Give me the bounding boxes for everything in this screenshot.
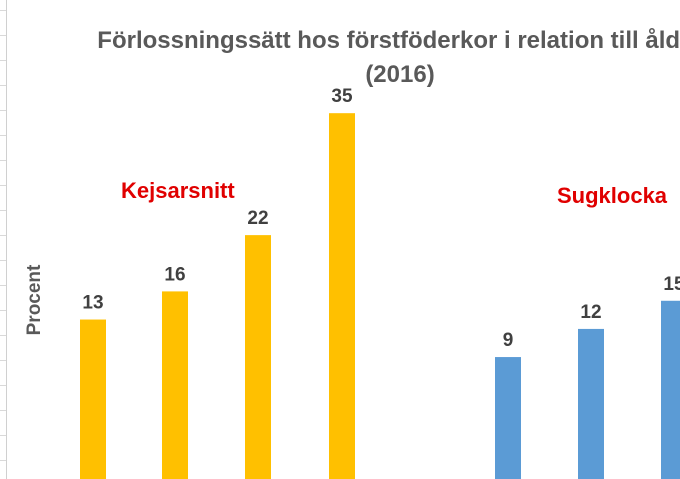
data-label-kejsarsnitt-2: 22 (247, 208, 268, 229)
bar-kejsarsnitt-3 (329, 113, 355, 479)
gridline-tick (0, 235, 6, 236)
gridline-tick (0, 35, 6, 36)
data-label-kejsarsnitt-1: 16 (164, 264, 185, 285)
gridline-tick (0, 60, 6, 61)
gridline-tick (0, 310, 6, 311)
data-label-sugklocka-2: 15 (663, 274, 680, 295)
data-label-kejsarsnitt-0: 13 (82, 293, 103, 314)
bar-kejsarsnitt-1 (162, 291, 188, 479)
bar-kejsarsnitt-2 (245, 235, 271, 479)
gridline-tick (0, 460, 6, 461)
gridline-ticks (0, 0, 6, 479)
gridline-tick (0, 435, 6, 436)
group-label-sugklocka: Sugklocka (557, 183, 668, 208)
plot-left-border (6, 0, 7, 479)
bar-kejsarsnitt-0 (80, 319, 106, 479)
data-label-kejsarsnitt-3: 35 (331, 86, 353, 107)
gridline-tick (0, 185, 6, 186)
gridline-tick (0, 210, 6, 211)
gridline-tick (0, 360, 6, 361)
gridline-tick (0, 285, 6, 286)
group-label-kejsarsnitt: Kejsarsnitt (121, 178, 235, 203)
gridline-tick (0, 335, 6, 336)
data-label-sugklocka-1: 12 (580, 302, 601, 323)
chart-title: Förlossningssätt hos förstföderkor i rel… (60, 24, 680, 92)
gridline-tick (0, 85, 6, 86)
gridline-tick (0, 10, 6, 11)
gridline-tick (0, 410, 6, 411)
gridline-tick (0, 260, 6, 261)
gridline-tick (0, 385, 6, 386)
bar-sugklocka-0 (495, 357, 521, 479)
bar-sugklocka-2 (661, 300, 680, 479)
chart-title-line-2: (2016) (365, 61, 435, 88)
gridline-tick (0, 160, 6, 161)
bar-sugklocka-1 (578, 328, 604, 479)
chart-title-line-1: Förlossningssätt hos förstföderkor i rel… (97, 27, 680, 54)
gridline-tick (0, 135, 6, 136)
data-label-sugklocka-0: 9 (503, 330, 514, 351)
gridline-tick (0, 110, 6, 111)
